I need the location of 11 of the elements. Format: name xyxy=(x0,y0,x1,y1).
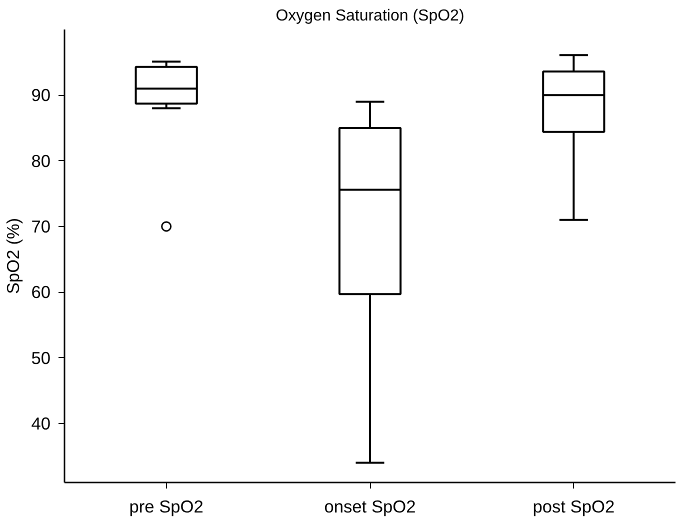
y-tick-label: 80 xyxy=(31,150,51,171)
y-tick-label: 60 xyxy=(31,282,51,302)
y-tick-label: 90 xyxy=(31,85,51,106)
x-tick-label: post SpO2 xyxy=(532,496,615,516)
x-tick-label: pre SpO2 xyxy=(129,496,204,516)
y-tick-label: 40 xyxy=(31,413,51,434)
x-tick-label: onset SpO2 xyxy=(324,496,416,516)
y-axis-title: SpO2 (%) xyxy=(3,218,24,294)
y-tick-label: 50 xyxy=(31,348,51,368)
chart-title: Oxygen Saturation (SpO2) xyxy=(276,8,464,24)
y-tick-label: 70 xyxy=(31,216,51,236)
